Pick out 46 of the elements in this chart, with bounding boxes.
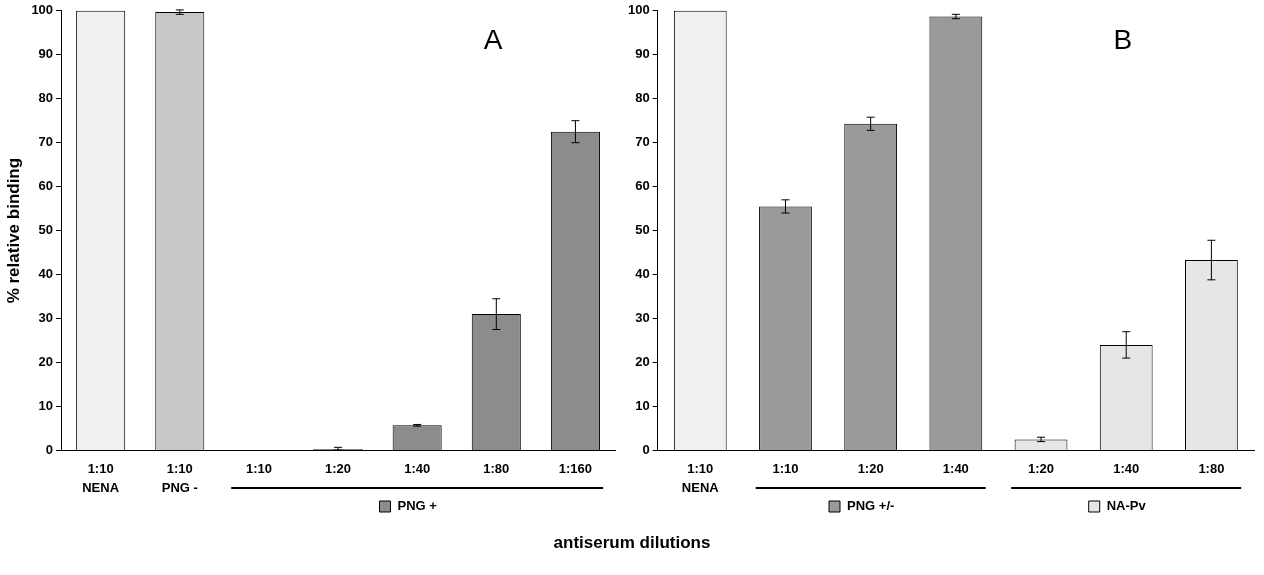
x-tick-label: 1:40 <box>1113 460 1140 476</box>
x-tick-label: 1:80 <box>1198 460 1225 476</box>
y-tick-label: 40 <box>635 266 650 282</box>
y-tick-label: 100 <box>627 2 650 18</box>
x-tick-label: 1:20 <box>1028 460 1055 476</box>
legend-label: PNG +/- <box>846 498 895 514</box>
y-tick-label: 60 <box>635 178 650 194</box>
text: A <box>483 23 503 55</box>
y-tick-label: 100 <box>31 2 54 18</box>
x-tick-label: 1:40 <box>404 460 431 476</box>
legend-label: PNG + <box>397 498 438 514</box>
y-axis-title: % relative binding <box>3 157 23 304</box>
y-tick-label: 80 <box>38 90 54 106</box>
y-tick-label: 50 <box>38 222 54 238</box>
text: NENA <box>82 480 120 496</box>
x-tick-label: 1:10 <box>166 460 193 476</box>
y-tick-label: 60 <box>38 178 54 194</box>
y-tick-label: 20 <box>38 354 54 370</box>
y-tick-label: 80 <box>635 90 650 106</box>
x-tick-label: 1:10 <box>87 460 114 476</box>
x-tick-label: 1:20 <box>325 460 352 476</box>
y-tick-label: 10 <box>635 398 650 414</box>
x-tick-label: 1:20 <box>857 460 884 476</box>
y-tick-label: 30 <box>38 310 54 326</box>
y-tick-label: 70 <box>38 134 54 150</box>
x-tick-label: 1:80 <box>483 460 510 476</box>
y-tick-label: 90 <box>38 46 54 62</box>
x-tick-label: 1:160 <box>558 460 593 476</box>
text: PNG - <box>161 480 198 496</box>
text: NENA <box>681 480 720 496</box>
y-tick-label: 10 <box>38 398 54 414</box>
x-tick-label: 1:10 <box>245 460 272 476</box>
legend-label: NA-Pv <box>1106 498 1147 514</box>
y-tick-label: 20 <box>635 354 650 370</box>
y-tick-label: 70 <box>635 134 650 150</box>
y-tick-label: 0 <box>45 441 54 457</box>
y-tick-label: 30 <box>635 310 650 326</box>
x-tick-label: 1:40 <box>942 460 969 476</box>
x-tick-label: 1:10 <box>687 460 714 476</box>
y-tick-label: 0 <box>642 441 650 457</box>
y-tick-label: 90 <box>635 46 650 62</box>
y-tick-label: 40 <box>38 266 54 282</box>
text: B <box>1113 23 1133 55</box>
x-tick-label: 1:10 <box>772 460 799 476</box>
y-tick-label: 50 <box>635 222 650 238</box>
x-axis-title: antiserum dilutions <box>552 533 712 553</box>
